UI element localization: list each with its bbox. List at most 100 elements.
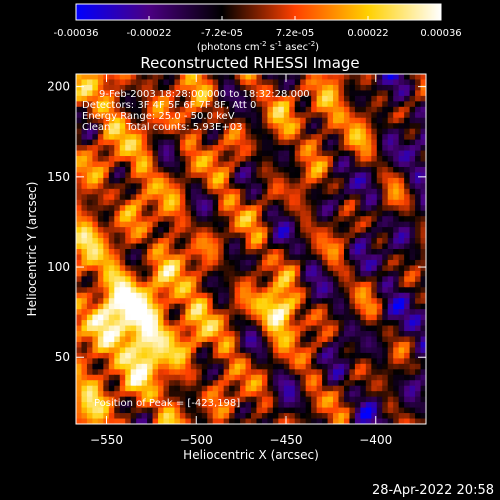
heatmap-cell [108, 374, 115, 381]
heatmap-cell [152, 161, 159, 168]
heatmap-cell [311, 418, 318, 424]
heatmap-cell [240, 281, 247, 288]
heatmap-cell [343, 249, 351, 256]
heatmap-cell [343, 309, 351, 316]
heatmap-cell [311, 139, 318, 146]
heatmap-cell [174, 74, 181, 81]
heatmap-cell [103, 123, 110, 130]
heatmap-cell [190, 166, 197, 174]
heatmap-cell [322, 210, 329, 217]
heatmap-cell [223, 292, 230, 299]
heatmap-cell [103, 134, 110, 141]
heatmap-cell [382, 380, 389, 387]
heatmap-cell [289, 336, 296, 343]
heatmap-cell [398, 298, 405, 305]
heatmap-cell [141, 199, 148, 206]
heatmap-cell [185, 347, 192, 354]
heatmap-cell [311, 227, 318, 234]
heatmap-cell [108, 276, 115, 283]
heatmap-cell [245, 205, 252, 212]
heatmap-cell [371, 74, 378, 81]
heatmap-cell [108, 358, 115, 365]
heatmap-cell [196, 232, 203, 239]
heatmap-cell [300, 95, 307, 102]
heatmap-cell [240, 314, 247, 321]
heatmap-cell [420, 402, 426, 409]
heatmap-cell [267, 79, 274, 86]
heatmap-cell [322, 254, 329, 261]
heatmap-cell [147, 380, 154, 387]
heatmap-cell [163, 292, 170, 299]
heatmap-cell [349, 112, 356, 119]
heatmap-cell [223, 418, 230, 424]
heatmap-cell [97, 156, 104, 163]
heatmap-cell [114, 281, 121, 288]
heatmap-cell [240, 259, 247, 267]
heatmap-cell [86, 352, 94, 359]
heatmap-cell [240, 336, 247, 343]
heatmap-cell [81, 347, 88, 354]
heatmap-cell [114, 309, 121, 316]
heatmap-cell [218, 243, 225, 250]
heatmap-cell [119, 161, 126, 168]
heatmap-cell [240, 369, 247, 376]
heatmap-cell [212, 128, 219, 135]
heatmap-cell [261, 205, 269, 212]
heatmap-cell [267, 270, 274, 277]
heatmap-cell [278, 156, 285, 163]
heatmap-cell [147, 205, 154, 212]
heatmap-cell [196, 396, 203, 403]
heatmap-cell [311, 320, 318, 327]
heatmap-cell [223, 145, 230, 152]
heatmap-cell [393, 407, 400, 414]
heatmap-cell [343, 374, 351, 381]
heatmap-cell [371, 166, 378, 174]
heatmap-cell [305, 238, 312, 245]
heatmap-cell [338, 341, 345, 349]
heatmap-cell [316, 309, 323, 316]
heatmap-cell [420, 238, 426, 245]
heatmap-cell [409, 166, 416, 174]
heatmap-cell [223, 303, 230, 310]
heatmap-cell [240, 238, 247, 245]
heatmap-cell [141, 347, 148, 354]
heatmap-cell [349, 139, 356, 146]
heatmap-cell [108, 194, 115, 201]
heatmap-cell [316, 276, 323, 283]
heatmap-cell [420, 199, 426, 206]
heatmap-cell [283, 117, 290, 124]
heatmap-cell [81, 166, 88, 174]
heatmap-cell [272, 210, 279, 217]
heatmap-cell [92, 95, 99, 102]
heatmap-cell [163, 117, 170, 124]
heatmap-cell [278, 205, 285, 212]
heatmap-cell [420, 150, 426, 157]
heatmap-cell [278, 221, 285, 228]
heatmap-cell [125, 194, 132, 201]
heatmap-cell [141, 402, 148, 409]
heatmap-cell [136, 221, 143, 228]
heatmap-cell [283, 123, 290, 130]
heatmap-cell [316, 84, 323, 92]
heatmap-cell [81, 298, 88, 305]
heatmap-cell [86, 183, 94, 190]
heatmap-cell [305, 276, 312, 283]
heatmap-cell [212, 309, 219, 316]
heatmap-cell [278, 150, 285, 157]
heatmap-cell [201, 183, 208, 190]
heatmap-cell [185, 90, 192, 97]
heatmap-cell [245, 188, 252, 195]
heatmap-cell [343, 177, 351, 184]
heatmap-cell [141, 177, 148, 184]
heatmap-cell [349, 391, 356, 398]
heatmap-cell [420, 358, 426, 365]
heatmap-cell [343, 117, 351, 124]
heatmap-cell [179, 259, 186, 267]
heatmap-cell [289, 363, 296, 370]
heatmap-cell [212, 254, 219, 261]
heatmap-cell [212, 139, 219, 146]
heatmap-cell [234, 413, 241, 420]
heatmap-cell [382, 238, 389, 245]
heatmap-cell [376, 325, 383, 332]
heatmap-cell [168, 402, 176, 409]
